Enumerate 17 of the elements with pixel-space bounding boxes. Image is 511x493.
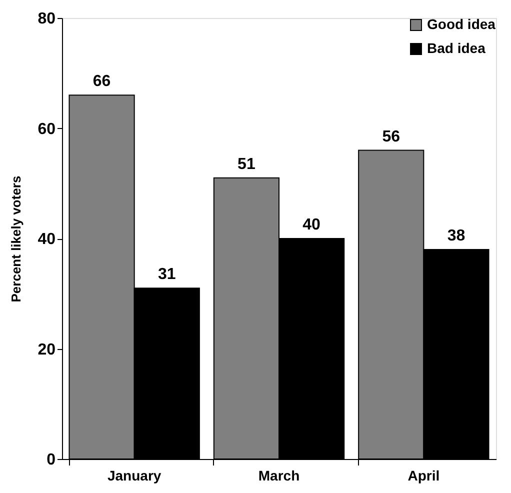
legend-label: Bad idea xyxy=(427,40,486,56)
y-tick-label: 20 xyxy=(38,341,56,358)
data-label: 56 xyxy=(382,128,400,146)
y-tick-label: 0 xyxy=(46,452,56,468)
data-label: 66 xyxy=(92,73,111,90)
x-tick-label: April xyxy=(408,468,440,484)
y-tick-label: 60 xyxy=(38,120,56,138)
legend-label: Good idea xyxy=(427,16,496,32)
data-label: 51 xyxy=(238,156,256,173)
data-label: 40 xyxy=(302,216,321,234)
data-label: 31 xyxy=(158,266,176,284)
x-tick-label: March xyxy=(258,468,300,484)
x-tick-label: January xyxy=(107,468,162,484)
data-label: 38 xyxy=(447,228,466,245)
y-axis-title: Percent likely voters xyxy=(8,176,24,302)
y-tick-label: 80 xyxy=(38,10,56,28)
y-tick-label: 40 xyxy=(38,231,56,248)
